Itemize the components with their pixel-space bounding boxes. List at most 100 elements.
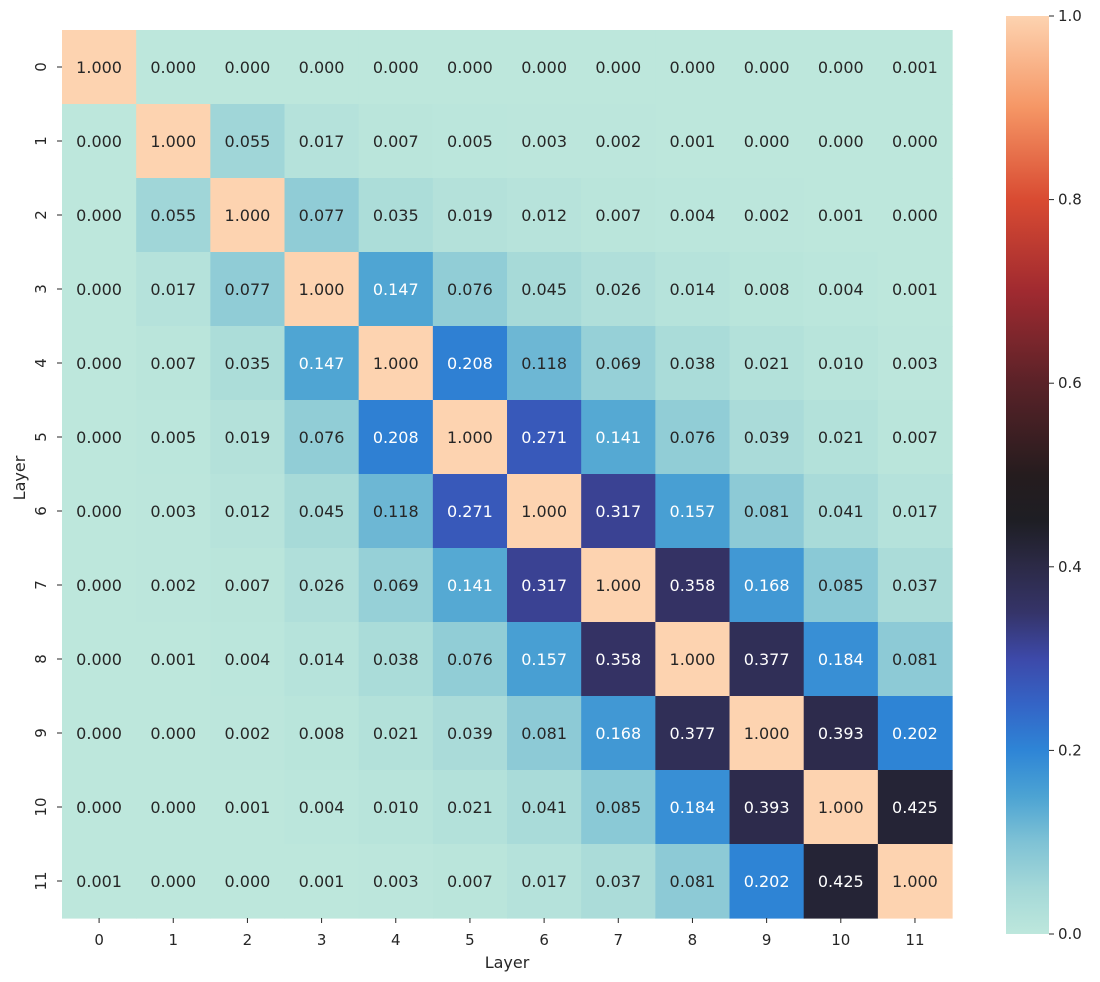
cell-value-label-r11-c4: 0.003 xyxy=(373,872,419,891)
heatmap-cell-r7-c2 xyxy=(210,548,286,623)
cell-value-label-r4-c0: 0.000 xyxy=(76,354,122,373)
cell-value-label-r2-c0: 0.000 xyxy=(76,206,122,225)
cell-value-label-r7-c4: 0.069 xyxy=(373,576,419,595)
heatmap-cell-r5-c10 xyxy=(803,400,879,475)
cell-value-label-r7-c3: 0.026 xyxy=(299,576,345,595)
heatmap-cell-r0-c1 xyxy=(136,30,211,105)
heatmap-cell-r2-c6 xyxy=(507,178,582,253)
cell-value-label-r4-c6: 0.118 xyxy=(521,354,567,373)
cell-value-label-r6-c4: 0.118 xyxy=(373,502,419,521)
heatmap-cell-r5-c5 xyxy=(432,400,508,475)
heatmap-cell-r6-c10 xyxy=(803,474,879,549)
cell-value-label-r1-c0: 0.000 xyxy=(76,132,122,151)
colorbar-tick-label-1: 0.2 xyxy=(1058,741,1082,759)
cell-value-label-r7-c5: 0.141 xyxy=(447,576,493,595)
heatmap-cell-r9-c11 xyxy=(877,696,953,771)
heatmap-cell-r7-c7 xyxy=(581,548,656,623)
cell-value-label-r11-c2: 0.000 xyxy=(225,872,271,891)
heatmap-cell-r5-c8 xyxy=(655,400,731,475)
cell-value-label-r5-c3: 0.076 xyxy=(299,428,345,447)
cell-value-label-r11-c5: 0.007 xyxy=(447,872,493,891)
y-axis-label: Layer xyxy=(10,455,29,500)
cell-value-label-r9-c0: 0.000 xyxy=(76,724,122,743)
heatmap-cell-r8-c1 xyxy=(136,622,211,697)
heatmap-cell-r2-c8 xyxy=(655,178,731,253)
heatmap-cell-r8-c2 xyxy=(210,622,286,697)
heatmap-cell-r0-c3 xyxy=(284,30,360,105)
heatmap-cell-r9-c6 xyxy=(507,696,582,771)
cell-value-label-r6-c2: 0.012 xyxy=(225,502,271,521)
cell-value-label-r9-c3: 0.008 xyxy=(299,724,345,743)
cell-value-label-r11-c9: 0.202 xyxy=(744,872,790,891)
cell-value-label-r2-c4: 0.035 xyxy=(373,206,419,225)
heatmap-cell-r9-c4 xyxy=(358,696,434,771)
cell-value-label-r1-c9: 0.000 xyxy=(744,132,790,151)
x-tick-label-11: 11 xyxy=(905,931,924,949)
heatmap-cell-r3-c9 xyxy=(729,252,805,327)
heatmap-cells xyxy=(62,30,953,919)
cell-value-label-r2-c8: 0.004 xyxy=(670,206,716,225)
heatmap-cell-r1-c3 xyxy=(284,104,360,179)
heatmap-cell-r4-c1 xyxy=(136,326,211,401)
cell-value-label-r5-c0: 0.000 xyxy=(76,428,122,447)
heatmap-cell-r11-c8 xyxy=(655,844,731,919)
heatmap-cell-r1-c2 xyxy=(210,104,286,179)
heatmap-cell-r7-c1 xyxy=(136,548,211,623)
heatmap-cell-r10-c4 xyxy=(358,770,434,845)
y-tick-label-4: 4 xyxy=(32,358,50,368)
heatmap-cell-r2-c1 xyxy=(136,178,211,253)
heatmap-cell-r3-c1 xyxy=(136,252,211,327)
cell-value-label-r10-c3: 0.004 xyxy=(299,798,345,817)
cell-value-label-r11-c7: 0.037 xyxy=(595,872,641,891)
cell-value-label-r3-c5: 0.076 xyxy=(447,280,493,299)
cell-value-label-r11-c10: 0.425 xyxy=(818,872,864,891)
heatmap-cell-r4-c3 xyxy=(284,326,360,401)
cell-value-label-r5-c5: 1.000 xyxy=(447,428,493,447)
heatmap-cell-r7-c6 xyxy=(507,548,582,623)
heatmap-cell-r3-c2 xyxy=(210,252,286,327)
heatmap-cell-r11-c10 xyxy=(803,844,879,919)
colorbar-tick-label-4: 0.8 xyxy=(1058,191,1082,209)
heatmap-cell-r5-c9 xyxy=(729,400,805,475)
heatmap-cell-r8-c4 xyxy=(358,622,434,697)
heatmap-cell-r6-c9 xyxy=(729,474,805,549)
colorbar-tick-label-0: 0.0 xyxy=(1058,925,1082,943)
heatmap-cell-r6-c8 xyxy=(655,474,731,549)
cell-value-label-r9-c4: 0.021 xyxy=(373,724,419,743)
y-tick-label-7: 7 xyxy=(32,580,50,590)
heatmap-cell-r11-c5 xyxy=(432,844,508,919)
cell-value-label-r5-c1: 0.005 xyxy=(150,428,196,447)
cell-value-label-r0-c5: 0.000 xyxy=(447,58,493,77)
heatmap-cell-r5-c6 xyxy=(507,400,582,475)
cell-value-label-r2-c3: 0.077 xyxy=(299,206,345,225)
heatmap-cell-r8-c3 xyxy=(284,622,360,697)
heatmap-cell-r10-c1 xyxy=(136,770,211,845)
heatmap-cell-r1-c11 xyxy=(877,104,953,179)
heatmap-cell-r5-c3 xyxy=(284,400,360,475)
colorbar-tick-label-5: 1.0 xyxy=(1058,7,1082,25)
cell-value-label-r5-c10: 0.021 xyxy=(818,428,864,447)
cell-value-label-r4-c1: 0.007 xyxy=(150,354,196,373)
heatmap-cell-r0-c0 xyxy=(62,30,137,105)
heatmap-cell-r10-c7 xyxy=(581,770,656,845)
x-tick-label-8: 8 xyxy=(688,931,698,949)
colorbar-ticks: 0.0 0.2 0.4 0.6 0.8 1.0 xyxy=(1049,7,1082,943)
cell-value-label-r9-c1: 0.000 xyxy=(150,724,196,743)
cell-value-label-r10-c6: 0.041 xyxy=(521,798,567,817)
heatmap-cell-r7-c0 xyxy=(62,548,137,623)
x-tick-label-1: 1 xyxy=(168,931,178,949)
heatmap-cell-r9-c10 xyxy=(803,696,879,771)
cell-value-label-r2-c5: 0.019 xyxy=(447,206,493,225)
cell-value-label-r8-c8: 1.000 xyxy=(670,650,716,669)
cell-value-label-r1-c10: 0.000 xyxy=(818,132,864,151)
cell-value-label-r6-c0: 0.000 xyxy=(76,502,122,521)
cell-value-label-r1-c4: 0.007 xyxy=(373,132,419,151)
cell-value-label-r7-c6: 0.317 xyxy=(521,576,567,595)
cell-value-label-r8-c9: 0.377 xyxy=(744,650,790,669)
y-tick-label-0: 0 xyxy=(32,62,50,72)
heatmap-cell-r2-c11 xyxy=(877,178,953,253)
heatmap-cell-r4-c8 xyxy=(655,326,731,401)
x-tick-label-4: 4 xyxy=(391,931,401,949)
cell-value-label-r2-c11: 0.000 xyxy=(892,206,938,225)
x-tick-label-10: 10 xyxy=(831,931,850,949)
